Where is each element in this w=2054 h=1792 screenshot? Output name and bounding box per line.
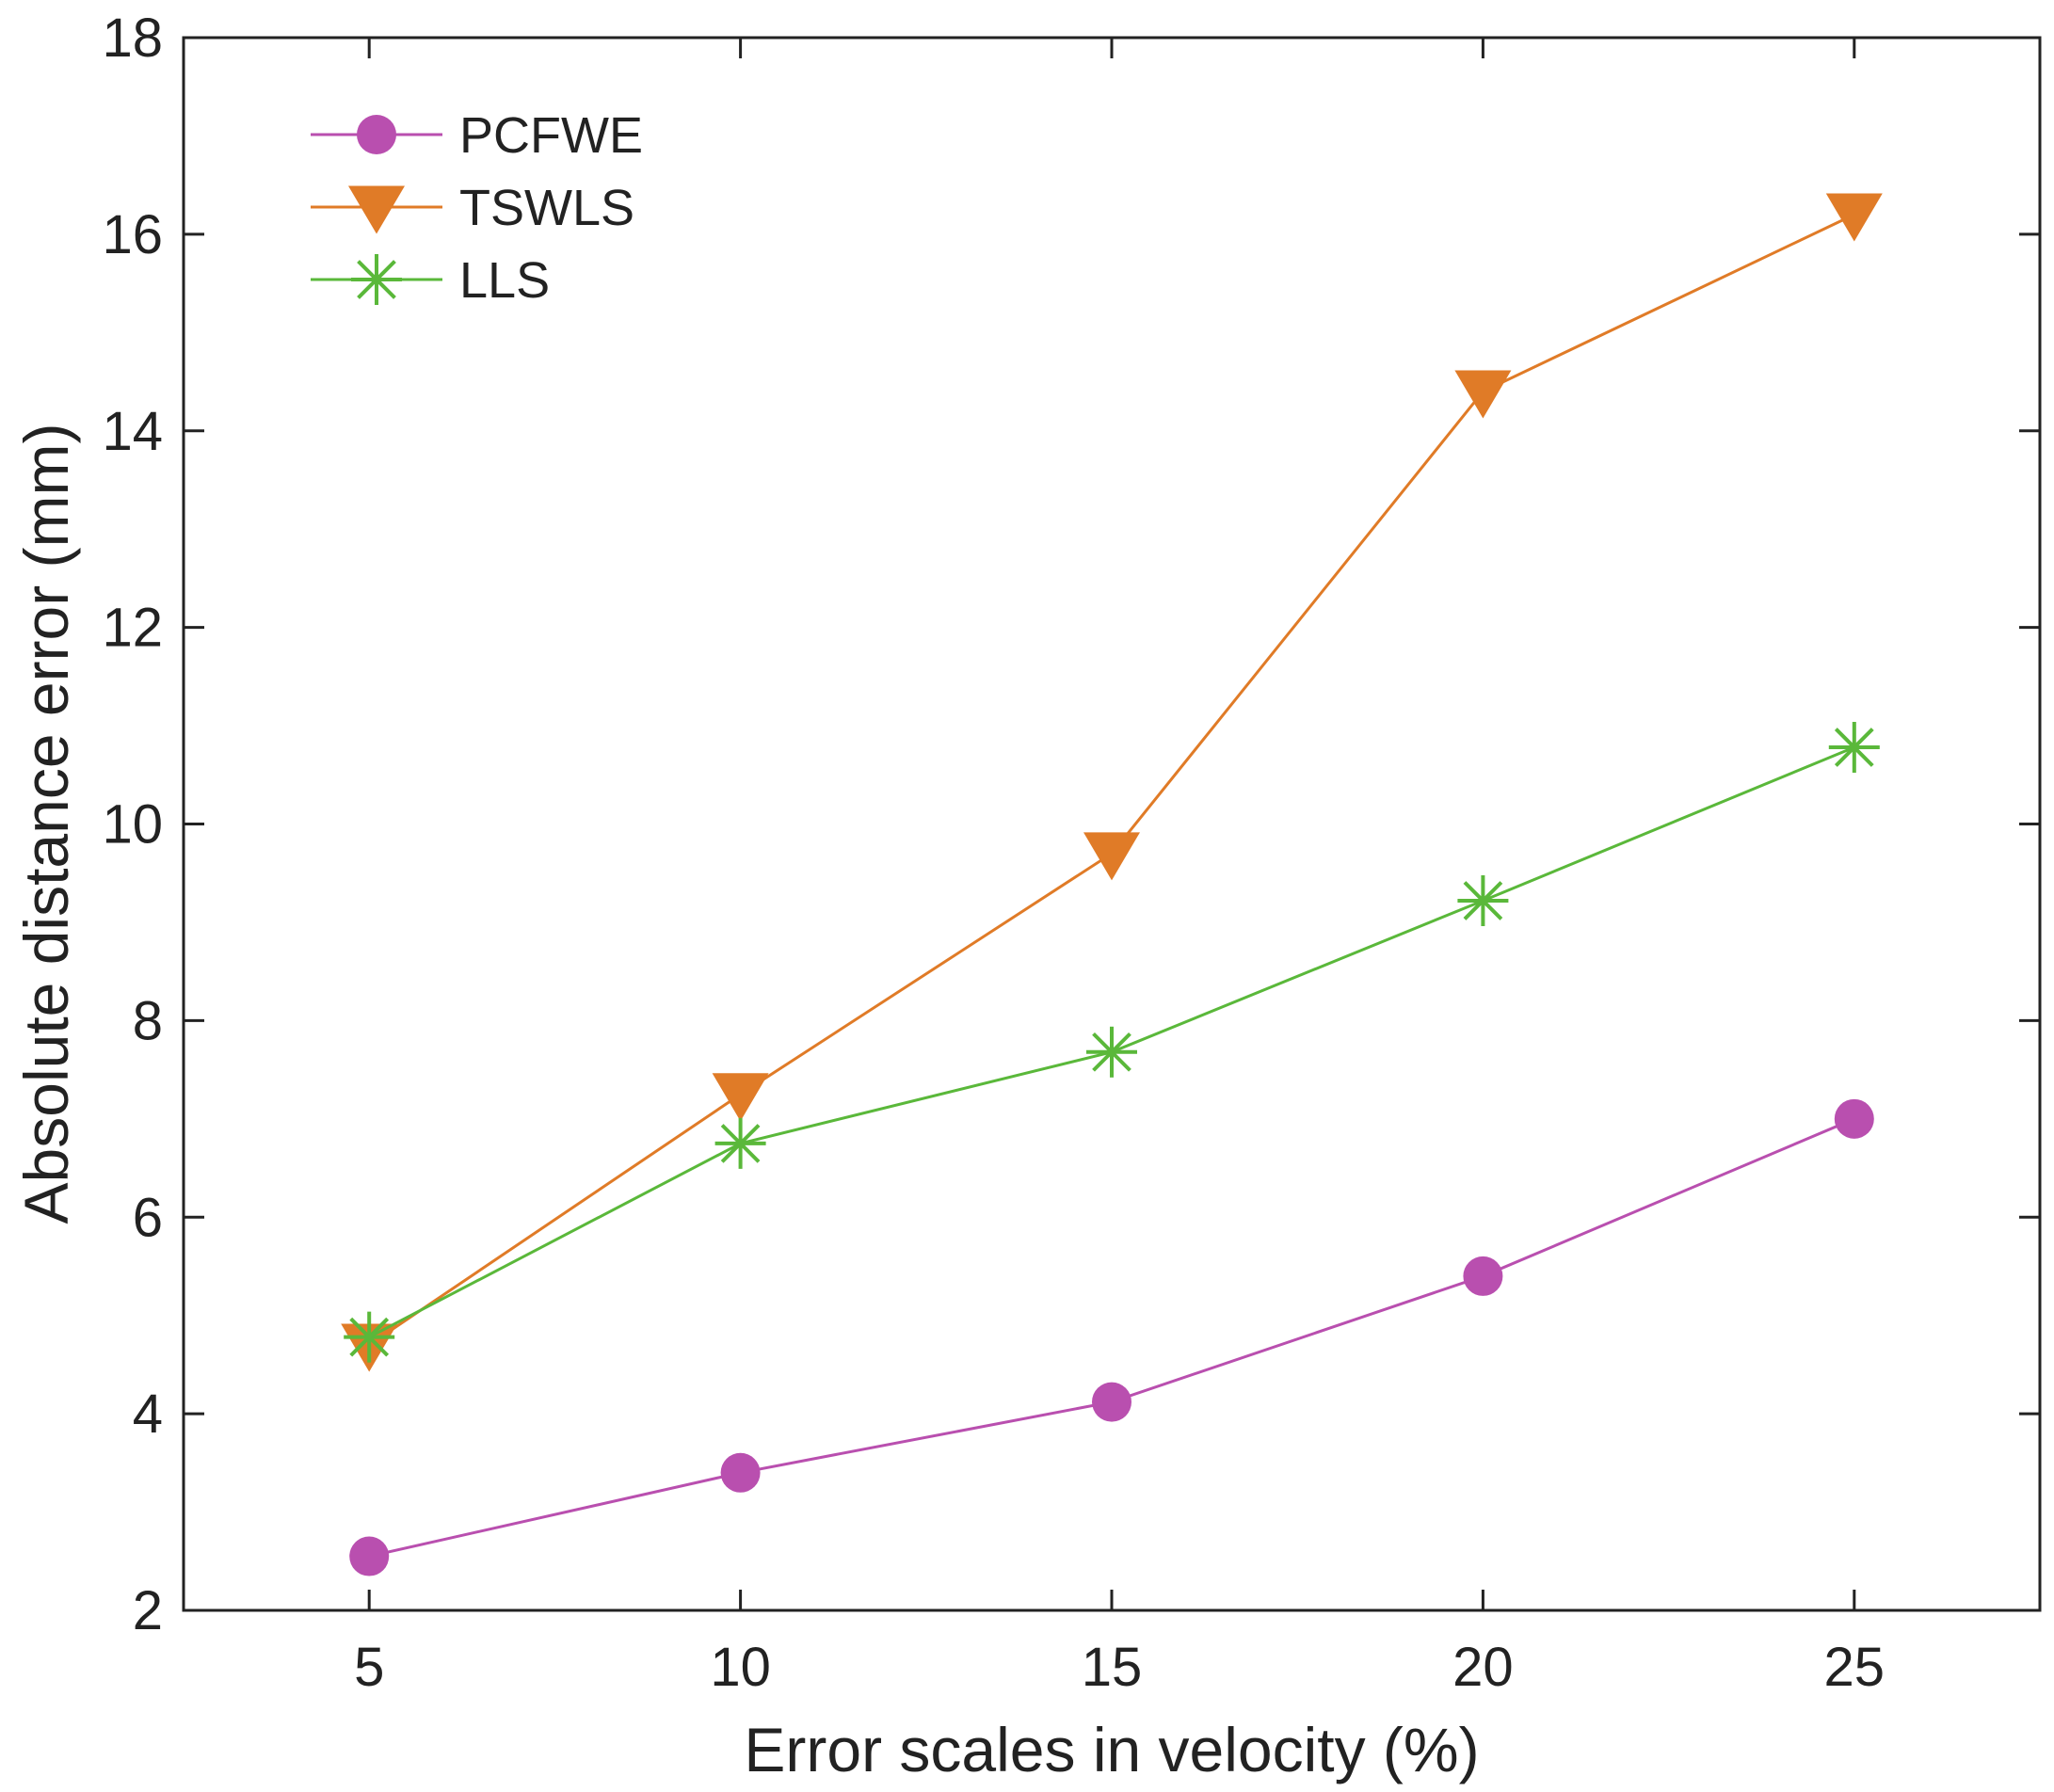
legend-label-tswls: TSWLS bbox=[459, 180, 634, 236]
legend-label-lls: LLS bbox=[459, 252, 550, 309]
data-point-lls bbox=[714, 1117, 766, 1169]
y-tick-label: 10 bbox=[102, 794, 163, 856]
data-point-lls bbox=[1828, 722, 1880, 774]
legend-marker-lls bbox=[351, 254, 402, 305]
x-tick-label: 15 bbox=[1082, 1637, 1143, 1698]
x-tick-label: 25 bbox=[1824, 1637, 1886, 1698]
data-point-tswls bbox=[1454, 370, 1512, 419]
y-tick-label: 12 bbox=[102, 598, 163, 659]
data-point-lls bbox=[1457, 874, 1509, 926]
x-tick-label: 5 bbox=[354, 1637, 384, 1698]
x-tick-label: 20 bbox=[1452, 1637, 1514, 1698]
data-point-pcfwe bbox=[1092, 1382, 1131, 1422]
y-tick-label: 16 bbox=[102, 204, 163, 265]
y-tick-label: 6 bbox=[133, 1187, 163, 1248]
data-point-tswls bbox=[1083, 832, 1140, 881]
data-point-tswls bbox=[1825, 193, 1883, 242]
y-tick-label: 8 bbox=[133, 990, 163, 1051]
x-tick-label: 10 bbox=[710, 1637, 771, 1698]
y-axis-title: Absolute distance error (mm) bbox=[11, 424, 81, 1224]
data-point-pcfwe bbox=[720, 1452, 761, 1493]
data-point-lls bbox=[1086, 1026, 1137, 1078]
data-point-pcfwe bbox=[1834, 1098, 1874, 1139]
x-axis-ticks: 5 10 15 20 25 bbox=[354, 38, 1885, 1698]
data-point-tswls bbox=[712, 1073, 769, 1122]
data-point-pcfwe bbox=[349, 1536, 390, 1576]
legend-marker-pcfwe bbox=[357, 115, 396, 154]
plot-area bbox=[182, 36, 2042, 1612]
y-tick-label: 4 bbox=[133, 1384, 163, 1445]
y-tick-label: 14 bbox=[102, 401, 163, 462]
data-point-pcfwe bbox=[1463, 1256, 1503, 1296]
data-point-lls bbox=[344, 1311, 395, 1363]
y-tick-label: 2 bbox=[133, 1580, 163, 1641]
legend-marker-tswls bbox=[348, 185, 405, 234]
x-axis-title: Error scales in velocity (%) bbox=[744, 1715, 1479, 1784]
y-axis-ticks: 2 4 6 8 10 12 14 16 18 bbox=[102, 8, 2040, 1641]
series-layer bbox=[341, 193, 1883, 1576]
legend-label-pcfwe: PCFWE bbox=[459, 107, 643, 164]
legend: PCFWE TSWLS LLS bbox=[311, 107, 643, 309]
y-tick-label: 18 bbox=[102, 8, 163, 69]
